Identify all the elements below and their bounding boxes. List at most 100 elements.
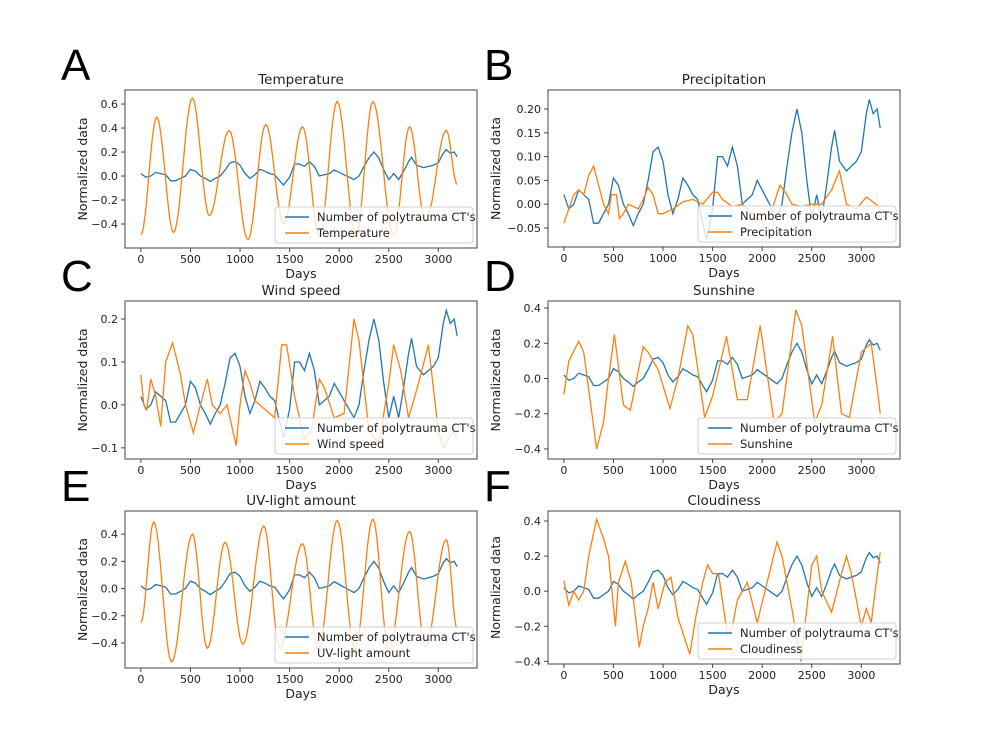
y-axis-label: Normalized data xyxy=(75,328,90,431)
ct-series-line xyxy=(140,148,458,187)
legend: Number of polytrauma CT's Sunshine xyxy=(697,417,899,455)
y-tick-label: 0.15 xyxy=(517,127,542,140)
y-tick-label: −0.4 xyxy=(514,443,541,456)
y-tick-label: 0.10 xyxy=(517,151,542,164)
panel-b: B Precipitation 0 500 1000 1500 2000 2500 3000 −0… xyxy=(484,41,901,280)
legend-box xyxy=(274,626,474,664)
panel-d: D Sunshine 0 500 1000 1500 2000 2500 3000 −0.4 −0.… xyxy=(484,252,901,492)
axes-frame xyxy=(547,300,901,460)
x-tick-label: 500 xyxy=(603,669,624,682)
panel-e: E UV-light amount 0 500 1000 1500 2000 2500 3000… xyxy=(61,462,478,701)
y-tick-label: 0.2 xyxy=(101,555,119,568)
y-tick-label: 0.2 xyxy=(524,337,542,350)
legend: Number of polytrauma CT's UV-light amount xyxy=(274,626,476,664)
x-tick-label: 2000 xyxy=(748,252,776,265)
y-axis-label: Normalized data xyxy=(488,117,503,220)
legend: Number of polytrauma CT's Wind speed xyxy=(274,417,476,455)
x-tick-label: 3000 xyxy=(847,464,875,477)
weather-series-line xyxy=(140,96,458,241)
weather-series-line xyxy=(563,309,881,450)
y-tick-label: 0.2 xyxy=(524,550,542,563)
x-tick-label: 2000 xyxy=(325,673,353,686)
x-tick-label: 2000 xyxy=(325,253,353,266)
panel-letter: D xyxy=(484,252,516,301)
legend-entry: Precipitation xyxy=(740,225,812,239)
y-axis-label: Normalized data xyxy=(75,117,90,220)
x-axis-label: Days xyxy=(285,477,316,492)
axes-frame xyxy=(547,89,901,248)
legend-entry: Temperature xyxy=(316,226,390,240)
y-tick-label: −0.2 xyxy=(91,194,118,207)
x-tick-label: 1500 xyxy=(276,673,304,686)
panel-a: A Temperature 0 500 1000 1500 2000 2500 3000 −0.4… xyxy=(61,41,478,281)
x-tick-label: 2500 xyxy=(798,464,826,477)
legend: Number of polytrauma CT's Cloudiness xyxy=(697,622,899,660)
x-tick-label: 3000 xyxy=(424,673,452,686)
x-tick-label: 2000 xyxy=(748,669,776,682)
chart-title: UV-light amount xyxy=(246,493,356,509)
legend-box xyxy=(697,622,897,660)
y-tick-label: 0.4 xyxy=(101,122,119,135)
y-tick-label: 0.20 xyxy=(517,103,542,116)
y-tick-label: 0.1 xyxy=(101,356,119,369)
y-tick-label: 0.4 xyxy=(524,302,542,315)
x-tick-label: 1000 xyxy=(649,464,677,477)
y-tick-label: 0.00 xyxy=(517,198,542,211)
weather-series-line xyxy=(140,517,458,664)
x-tick-label: 2500 xyxy=(798,669,826,682)
legend: Number of polytrauma CT's Temperature xyxy=(274,206,476,244)
y-axis-label: Normalized data xyxy=(488,328,503,431)
x-tick-label: 1000 xyxy=(226,464,254,477)
panel-c: C Wind speed 0 500 1000 1500 2000 2500 3000 −0.1 0… xyxy=(61,252,478,492)
x-tick-label: 3000 xyxy=(424,464,452,477)
y-tick-label: 0.2 xyxy=(101,313,119,326)
x-tick-label: 2500 xyxy=(798,252,826,265)
panel-letter: C xyxy=(61,252,93,301)
x-tick-label: 500 xyxy=(180,464,201,477)
x-axis-label: Days xyxy=(285,266,316,281)
y-tick-label: 0.0 xyxy=(101,399,119,412)
x-tick-label: 1000 xyxy=(649,669,677,682)
y-tick-label: 0.6 xyxy=(101,98,119,111)
y-tick-label: −0.4 xyxy=(514,655,541,668)
x-tick-label: 3000 xyxy=(424,253,452,266)
weather-series-line xyxy=(140,318,458,450)
axes-frame xyxy=(124,300,478,460)
x-axis-label: Days xyxy=(708,265,739,280)
weather-series-line xyxy=(563,164,881,225)
legend-entry: UV-light amount xyxy=(317,646,411,660)
legend-box xyxy=(274,206,474,244)
y-tick-label: 0.0 xyxy=(101,583,119,596)
ct-series-line xyxy=(140,307,458,438)
legend-entry: Number of polytrauma CT's xyxy=(740,421,899,435)
legend: Number of polytrauma CT's Precipitation xyxy=(697,205,899,243)
x-tick-label: 1000 xyxy=(226,673,254,686)
x-tick-label: 1500 xyxy=(276,464,304,477)
y-tick-label: 0.05 xyxy=(517,174,542,187)
x-tick-label: 500 xyxy=(603,252,624,265)
x-tick-label: 0 xyxy=(560,464,567,477)
y-axis-label: Normalized data xyxy=(75,538,90,641)
ct-series-line xyxy=(563,551,881,606)
x-tick-label: 0 xyxy=(137,673,144,686)
panel-letter: B xyxy=(484,41,513,90)
chart-title: Sunshine xyxy=(693,283,755,299)
y-tick-label: −0.4 xyxy=(91,637,118,650)
weather-series-line xyxy=(563,516,881,662)
chart-title: Cloudiness xyxy=(687,493,760,509)
x-tick-label: 2500 xyxy=(375,673,403,686)
y-tick-label: −0.2 xyxy=(91,610,118,623)
x-axis-label: Days xyxy=(285,686,316,701)
x-tick-label: 2500 xyxy=(375,464,403,477)
legend-entry: Sunshine xyxy=(740,437,793,451)
y-tick-label: −0.05 xyxy=(507,222,541,235)
legend-entry: Number of polytrauma CT's xyxy=(740,209,899,223)
y-tick-label: 0.4 xyxy=(101,528,119,541)
x-tick-label: 1500 xyxy=(276,253,304,266)
y-tick-label: 0.0 xyxy=(524,373,542,386)
legend-entry: Wind speed xyxy=(317,437,384,451)
panel-letter: E xyxy=(61,462,90,511)
x-tick-label: 3000 xyxy=(847,669,875,682)
y-tick-label: −0.1 xyxy=(91,442,118,455)
legend-box xyxy=(697,417,897,455)
